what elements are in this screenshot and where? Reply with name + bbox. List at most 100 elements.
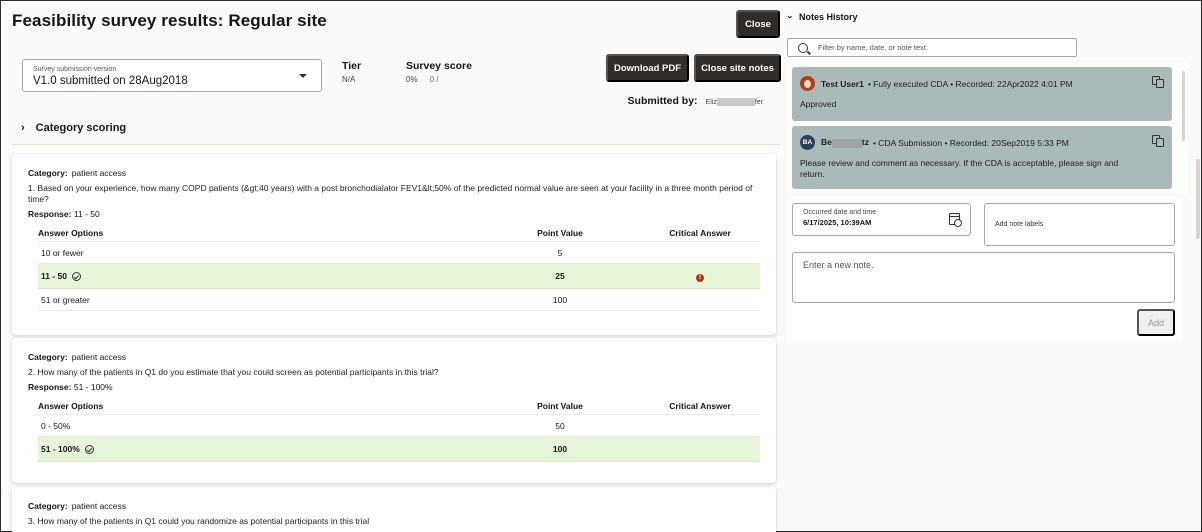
occurred-date-field[interactable]: Occurred date and time 6/17/2025, 10:39A… [792,203,971,236]
notes-list: Test User1 • Fully executed CDA • Record… [787,63,1188,193]
notes-history-title: Notes History [799,12,858,22]
note-recorded: Recorded: 20Sep2019 5:33 PM [949,137,1069,148]
response-label: Response: [28,382,72,392]
new-note-textarea[interactable] [792,252,1175,303]
answer-table: Answer Options Point Value Critical Answ… [38,399,760,462]
question-text: 2. How many of the patients in Q1 do you… [28,367,439,377]
table-row: 10 or fewer 5 [38,241,760,264]
category-label: Category: [28,168,68,178]
question-text: 1. Based on your experience, how many CO… [28,183,753,204]
caret-down-icon [299,74,307,78]
col-answer-options: Answer Options [38,399,480,415]
category-value: patient access [71,352,127,362]
submitted-by-label: Submitted by: [627,95,698,107]
occurred-date-value: 6/17/2025, 10:39AM [803,218,872,227]
response-value: 51 - 100% [73,382,113,392]
author-name-start: Be [821,137,832,148]
note-labels-field[interactable]: Add note labels [984,203,1175,246]
note-card: Test User1 • Fully executed CDA • Record… [792,67,1172,121]
point-value: 25 [480,263,640,289]
note-author: Be tz [821,137,869,148]
col-answer-options: Answer Options [38,226,480,242]
download-pdf-button[interactable]: Download PDF [606,54,689,82]
point-value: 5 [480,241,640,264]
avatar [800,76,815,91]
response-value: 11 - 50 [73,209,100,219]
calendar-clock-icon[interactable] [949,213,962,227]
panel-scrollbar[interactable] [1196,159,1200,239]
critical-cell [640,241,760,264]
col-critical-answer: Critical Answer [640,399,760,415]
occurred-date-label: Occurred date and time [803,209,877,216]
copy-icon[interactable] [1152,135,1164,147]
point-value: 100 [480,436,640,462]
col-critical-answer: Critical Answer [640,226,760,242]
question-text: 3. How many of the patients in Q1 could … [28,516,370,526]
submitted-by-name-end: fer [754,99,763,106]
notes-scrollbar[interactable] [1182,71,1185,141]
notes-history-toggle[interactable]: › Notes History [785,12,858,22]
category-label: Category: [28,501,68,511]
divider [12,144,780,145]
survey-score-percent: 0% [406,75,418,84]
close-site-notes-button[interactable]: Close site notes [694,54,781,82]
critical-alert-icon: ! [696,273,704,282]
table-row: 0 - 50% 50 [38,414,760,437]
submitted-by: Submitted by: Eliz fer [628,95,763,107]
chevron-right-icon: › [21,122,25,134]
answer-option: 10 or fewer [38,241,480,264]
category-scoring-label: Category scoring [35,122,127,134]
notes-filter-input[interactable] [818,43,1058,52]
critical-cell [640,414,760,437]
submitted-by-name-start: Eliz [705,99,717,106]
survey-score-fraction: 0 / [429,75,439,84]
answer-option: 51 or greater [38,288,480,311]
note-body: Please review and comment as necessary. … [800,158,1119,179]
question-card: Category: patient access 1. Based on your… [12,154,776,335]
add-note-button[interactable]: Add [1137,309,1175,336]
col-point-value: Point Value [480,399,640,415]
note-author: Test User1 [821,78,864,89]
notes-filter[interactable] [787,38,1077,57]
survey-version-select[interactable]: Survey submission version V1.0 submitted… [22,59,322,92]
category-scoring-toggle[interactable]: › Category scoring [21,122,126,134]
category-label: Category: [28,352,68,362]
tier-label: Tier [342,60,362,72]
point-value: 50 [480,414,640,437]
tier-stat: Tier N/A [342,60,361,84]
table-row-selected: 51 - 100% 100 [38,436,760,462]
new-note-form: Occurred date and time 6/17/2025, 10:39A… [787,197,1183,341]
table-row-selected: 11 - 50 25 ! [38,263,760,289]
response-label: Response: [28,209,72,219]
survey-version-label: Survey submission version [33,66,117,73]
note-card: BA Be tz • CDA Submission • Recorded: 20S… [792,126,1172,189]
answer-option: 0 - 50% [38,414,480,437]
check-circle-icon [72,272,81,282]
note-recorded: Recorded: 22Apr2022 4:01 PM [955,78,1073,89]
note-body: Approved [800,99,837,109]
category-value: patient access [71,501,127,511]
critical-cell: ! [640,263,760,289]
note-label: • Fully executed CDA • [867,78,954,89]
close-button[interactable]: Close [736,10,780,38]
point-value: 100 [480,288,640,311]
survey-version-value: V1.0 submitted on 28Aug2018 [33,75,188,87]
answer-option: 11 - 50 [41,270,67,281]
category-value: patient access [71,168,127,178]
chevron-down-icon: › [785,15,796,19]
survey-score-stat: Survey score 0% 0 / [406,60,472,84]
avatar: BA [800,135,815,150]
answer-table: Answer Options Point Value Critical Answ… [38,226,760,311]
critical-cell [640,436,760,462]
question-card: Category: patient access 2. How many of t… [12,338,776,483]
survey-results-panel: Feasibility survey results: Regular site… [1,1,785,532]
page-title: Feasibility survey results: Regular site [12,11,327,30]
survey-score-label: Survey score [406,60,472,72]
redaction [831,138,862,148]
table-row: 51 or greater 100 [38,288,760,311]
question-card: Category: patient access 3. How many of t… [12,487,776,532]
notes-panel: › Notes History Test User1 • Fully execu… [785,1,1202,532]
search-icon [798,42,808,53]
copy-icon[interactable] [1152,76,1164,88]
answer-option: 51 - 100% [41,443,80,454]
